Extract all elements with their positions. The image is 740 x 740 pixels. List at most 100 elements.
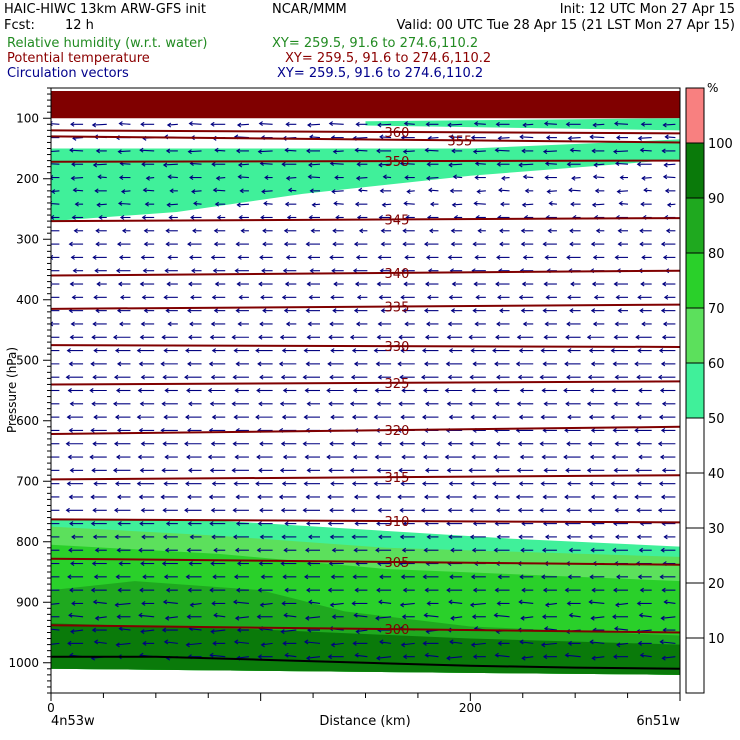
circulation-vector — [445, 494, 463, 500]
circulation-vector — [570, 201, 581, 207]
circulation-vector — [51, 403, 60, 405]
circulation-vector — [93, 481, 107, 487]
circulation-vector — [613, 281, 629, 287]
circulation-vector — [639, 241, 652, 247]
circulation-vector — [540, 642, 557, 648]
circulation-vector — [634, 361, 652, 367]
circulation-vector — [591, 587, 605, 593]
circulation-vector — [402, 654, 415, 660]
circulation-vector — [51, 642, 60, 645]
circulation-vector — [426, 294, 439, 300]
circulation-vector — [422, 640, 439, 646]
circulation-vector — [208, 494, 226, 500]
circulation-vector — [161, 334, 178, 340]
circulation-vector — [349, 401, 368, 407]
circulation-vector — [306, 281, 321, 287]
y-tick-label-500: 500 — [16, 353, 39, 367]
circulation-vector — [189, 534, 202, 540]
circulation-vector — [355, 629, 368, 635]
circulation-vector — [140, 374, 155, 380]
circulation-vector — [472, 494, 486, 500]
circulation-vector — [264, 175, 273, 180]
circulation-vector — [51, 137, 60, 139]
circulation-vector — [639, 652, 652, 658]
circulation-vector — [258, 121, 273, 127]
circulation-vector — [307, 321, 321, 327]
circulation-vector — [493, 388, 510, 393]
circulation-vector — [233, 348, 249, 354]
circulation-vector — [352, 388, 368, 393]
circulation-vector — [257, 654, 273, 660]
circulation-vector — [139, 147, 155, 153]
circulation-vector — [375, 615, 392, 621]
circulation-vector — [210, 321, 226, 327]
circulation-vector — [352, 640, 368, 646]
circulation-vector — [615, 534, 629, 540]
circulation-vector — [496, 441, 510, 447]
circulation-vector — [95, 228, 107, 234]
circulation-vector — [113, 441, 131, 447]
circulation-vector — [329, 321, 344, 327]
circulation-vector — [309, 188, 321, 194]
circulation-vector — [474, 161, 486, 166]
circulation-vector — [283, 612, 297, 618]
circulation-vector — [425, 121, 439, 127]
circulation-vector — [210, 629, 226, 635]
circulation-vector — [422, 388, 439, 393]
circulation-vector — [611, 454, 629, 460]
circulation-vector — [382, 174, 392, 180]
circulation-vector — [166, 202, 178, 208]
circulation-vector — [89, 454, 107, 460]
circulation-vector — [70, 629, 84, 635]
circulation-vector — [590, 361, 605, 367]
circulation-vector — [380, 228, 392, 234]
circulation-vector — [160, 494, 178, 500]
circulation-vector — [594, 188, 605, 194]
circulation-vector — [51, 200, 60, 206]
circulation-vector — [492, 348, 510, 354]
circulation-vector — [471, 454, 486, 460]
circulation-vector — [590, 547, 605, 553]
circulation-vector — [520, 547, 534, 553]
circulation-vector — [238, 215, 249, 220]
circulation-vector — [355, 321, 368, 327]
circulation-vector — [67, 388, 84, 393]
circulation-vector — [235, 494, 249, 500]
circulation-vector — [188, 121, 202, 127]
circulation-vector — [306, 467, 321, 473]
circulation-vector — [569, 228, 581, 234]
circulation-vector — [353, 547, 368, 553]
circulation-vector — [595, 228, 605, 234]
circulation-vector — [613, 334, 629, 340]
colorbar-tick-label-60: 60 — [708, 357, 725, 372]
circulation-vector — [399, 441, 415, 447]
circulation-vector — [69, 587, 84, 593]
circulation-vector — [634, 427, 652, 433]
circulation-vector — [614, 121, 629, 127]
circulation-vector — [255, 348, 273, 354]
circulation-vector — [117, 281, 131, 287]
circulation-vector — [163, 639, 178, 645]
theta-label-360: 360 — [385, 126, 410, 141]
circulation-vector — [138, 361, 155, 367]
circulation-vector — [565, 334, 581, 340]
circulation-vector — [492, 481, 510, 487]
circulation-vector — [563, 388, 581, 393]
circulation-vector — [71, 161, 84, 167]
circulation-vector — [637, 294, 652, 300]
circulation-vector — [451, 202, 463, 208]
circulation-vector — [539, 441, 557, 447]
circulation-vector — [659, 454, 676, 460]
circulation-vector — [209, 334, 226, 340]
circulation-vector — [188, 467, 202, 473]
circulation-vector — [565, 467, 581, 473]
circulation-vector — [570, 281, 581, 287]
theta-label-350: 350 — [385, 155, 410, 170]
theta-label-300: 300 — [385, 623, 410, 638]
circulation-vector — [236, 122, 249, 128]
circulation-vector — [547, 228, 557, 234]
circulation-vector — [424, 147, 439, 153]
circulation-vector — [587, 507, 605, 513]
circulation-vector — [471, 547, 486, 553]
circulation-vector — [494, 147, 510, 153]
